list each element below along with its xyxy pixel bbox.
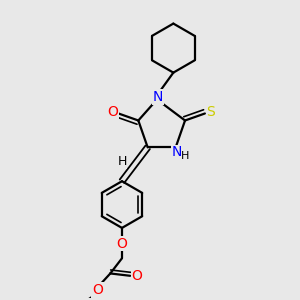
Text: O: O bbox=[92, 283, 103, 297]
Text: N: N bbox=[172, 146, 182, 160]
Text: O: O bbox=[107, 105, 118, 119]
Text: O: O bbox=[132, 269, 142, 283]
Text: O: O bbox=[116, 237, 128, 250]
Text: H: H bbox=[181, 151, 190, 160]
Text: H: H bbox=[117, 155, 127, 168]
Text: N: N bbox=[153, 90, 164, 104]
Text: S: S bbox=[206, 105, 215, 119]
